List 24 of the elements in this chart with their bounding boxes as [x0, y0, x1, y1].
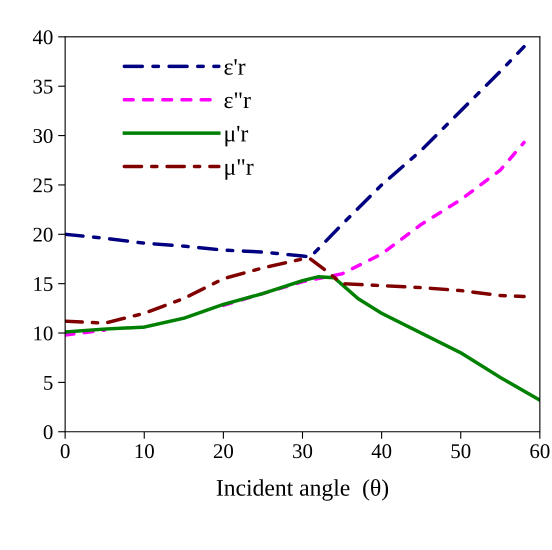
x-tick-label: 20: [214, 444, 233, 458]
x-tick-label: 10: [136, 444, 154, 458]
y-tick-label: 20: [33, 228, 53, 242]
y-tick-label: 40: [32, 30, 53, 44]
y-tick-label: 0: [44, 425, 53, 440]
y-tick-label: 35: [33, 80, 53, 94]
line-series: [65, 44, 526, 259]
legend-label: ε'r: [224, 59, 246, 75]
y-tick-label: 10: [34, 326, 53, 340]
x-axis-title: Incident angle (θ): [216, 479, 388, 501]
legend-label: μ"r: [225, 159, 254, 180]
legend-label: μ'r: [225, 126, 248, 146]
x-tick-label: 40: [372, 444, 392, 458]
y-tick-label: 5: [44, 376, 53, 390]
legend-label: ε"r: [224, 92, 251, 108]
x-tick-label: 0: [60, 444, 70, 458]
x-tick-label: 30: [293, 444, 312, 458]
line-series: [65, 257, 526, 325]
x-tick-label: 50: [452, 444, 470, 458]
y-tick-label: 30: [33, 128, 53, 144]
line-series: [65, 275, 540, 402]
x-tick-label: 60: [530, 444, 550, 458]
y-tick-label: 25: [33, 178, 53, 192]
y-tick-label: 15: [34, 277, 53, 292]
